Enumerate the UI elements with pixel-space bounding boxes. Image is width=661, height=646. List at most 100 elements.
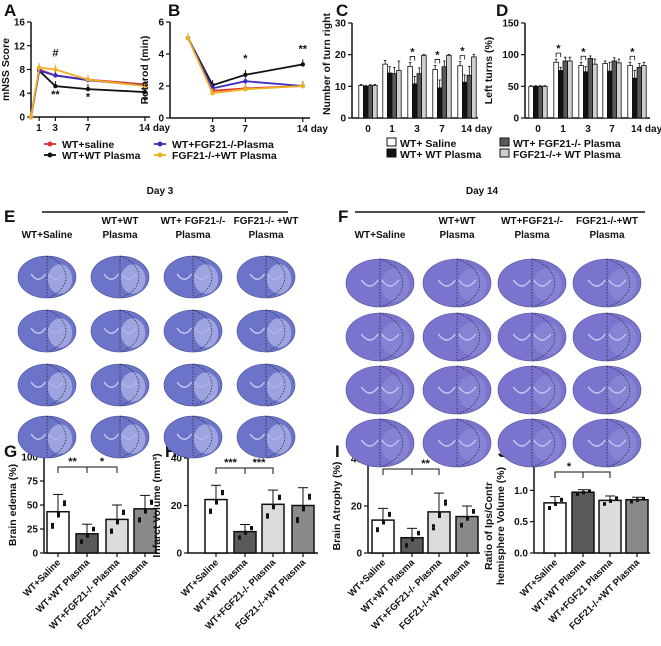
lesion-area <box>120 424 146 454</box>
data-point <box>116 519 119 523</box>
data-point <box>376 529 379 533</box>
significance-mark: * <box>243 53 248 65</box>
y-tick-label: 40 <box>171 454 183 465</box>
y-tick-label: 1.0 <box>514 486 528 497</box>
y-axis-label: Rotarod (min) <box>139 36 151 105</box>
data-point <box>388 511 391 515</box>
contralateral-outline <box>192 415 213 459</box>
data-point <box>554 501 557 505</box>
data-point <box>221 489 224 493</box>
y-tick-label: 12 <box>14 41 26 52</box>
bar <box>371 519 395 554</box>
significance-mark: * <box>100 456 105 468</box>
data-point <box>382 521 385 525</box>
data-point <box>122 512 125 516</box>
lesion-area <box>266 318 292 348</box>
bar <box>578 65 584 119</box>
data-point <box>244 530 247 534</box>
column-header: Plasma <box>102 230 137 241</box>
x-tick-label: 7 <box>439 124 445 135</box>
y-tick-label: 25 <box>27 525 39 536</box>
data-point <box>80 540 83 544</box>
data-point <box>138 517 141 521</box>
y-axis-label: hemisphere Volume (%) <box>495 467 507 585</box>
lesion-area <box>120 264 146 294</box>
y-tick-label: 150 <box>502 19 519 30</box>
ventricle-mark <box>360 279 400 287</box>
data-point <box>444 502 447 506</box>
data-point <box>144 508 147 512</box>
y-tick-label: 20 <box>171 501 183 512</box>
data-point <box>278 494 281 498</box>
x-tick-label: 3 <box>414 124 420 135</box>
panel-label: A <box>4 1 16 20</box>
data-point <box>460 524 463 528</box>
column-header: WT+ FGF21-/- <box>161 216 226 227</box>
legend-swatch-icon <box>386 148 397 158</box>
y-axis-label: mNSS Score <box>0 38 12 101</box>
significance-mark: * <box>460 46 465 58</box>
y-tick-label: 6 <box>158 18 164 29</box>
lesion-area <box>533 428 562 462</box>
data-point <box>388 513 391 517</box>
bar <box>362 85 369 119</box>
bar <box>611 60 617 119</box>
section-title: Day 14 <box>466 186 499 197</box>
data-point <box>636 498 639 502</box>
lesion-area <box>266 372 292 402</box>
contralateral-outline <box>265 255 286 299</box>
significance-mark: * <box>556 43 561 55</box>
data-point <box>296 517 299 521</box>
data-point <box>51 522 54 526</box>
contralateral-outline <box>265 309 286 353</box>
y-tick-label: 0 <box>340 114 346 125</box>
legend-marker-icon <box>157 141 163 147</box>
bar <box>391 73 397 119</box>
ventricle-mark <box>360 439 400 447</box>
bar <box>636 66 642 119</box>
significance-mark: ** <box>421 458 430 470</box>
lesion-area <box>193 318 219 348</box>
significance-bracket <box>582 471 611 478</box>
legend-label: WT+ WT Plasma <box>400 149 482 161</box>
bar <box>436 87 443 119</box>
ventricle-mark <box>360 386 400 394</box>
data-point <box>266 515 269 519</box>
data-point <box>432 527 435 531</box>
y-tick-label: 0.5 <box>514 517 528 528</box>
x-tick-label: 1 <box>389 124 395 135</box>
data-point <box>615 496 618 500</box>
ventricle-mark <box>587 333 627 341</box>
bar <box>427 511 451 554</box>
data-point <box>376 527 379 531</box>
y-tick-label: 0 <box>19 113 25 124</box>
bar <box>358 84 364 119</box>
data-point <box>80 539 83 543</box>
lesion-area <box>458 268 487 302</box>
data-point <box>466 515 469 519</box>
y-axis-label: Number of turn right <box>321 12 333 115</box>
contralateral-outline <box>119 415 140 459</box>
data-point <box>57 511 60 515</box>
column-header: WT+Saline <box>22 230 73 241</box>
contralateral-outline <box>606 418 631 468</box>
y-axis-label: Ratio of Ips/Contr <box>483 482 495 570</box>
significance-mark: * <box>143 94 148 106</box>
y-tick-label: 100 <box>502 50 519 61</box>
bar <box>261 503 285 554</box>
bar <box>598 499 622 554</box>
column-header: Plasma <box>589 230 624 241</box>
contralateral-outline <box>265 363 286 407</box>
y-axis-label: Left turns (%) <box>483 37 495 105</box>
significance-bracket <box>555 52 562 58</box>
panel-label: D <box>496 1 508 20</box>
significance-mark: * <box>86 91 91 103</box>
column-header: WT+Saline <box>355 230 406 241</box>
x-tick-label: 3 <box>52 123 58 134</box>
significance-bracket <box>244 467 274 474</box>
contralateral-outline <box>119 309 140 353</box>
data-point <box>444 499 447 503</box>
contralateral-outline <box>531 312 556 362</box>
lesion-area <box>608 375 637 409</box>
